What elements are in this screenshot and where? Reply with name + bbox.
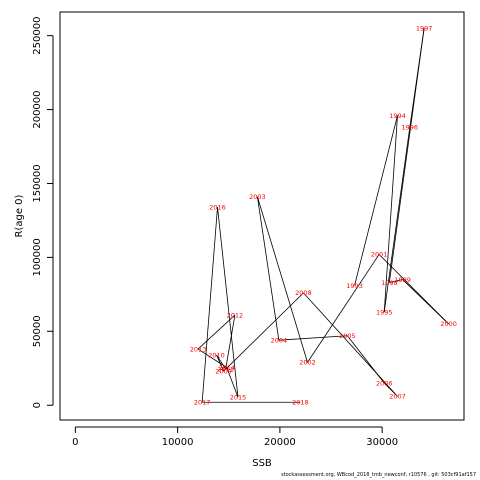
segment-1993-1994 (354, 115, 398, 286)
segment-1997-1998 (388, 28, 425, 283)
segment-2011-2012 (225, 314, 236, 370)
year-label-2002: 2002 (299, 359, 316, 367)
segment-2000-2001 (378, 254, 449, 325)
year-label-2007: 2007 (389, 393, 406, 401)
year-label-2009: 2009 (215, 368, 232, 376)
segment-2001-2002 (307, 254, 380, 363)
segment-2007-2008 (303, 292, 398, 397)
year-label-2004: 2004 (271, 336, 288, 344)
year-label-2010: 2010 (208, 351, 225, 359)
segment-1994-1995 (383, 115, 398, 313)
year-label-2003: 2003 (249, 193, 266, 201)
y-tick-label: 200000 (32, 90, 43, 128)
y-tick-label: 250000 (32, 17, 43, 55)
year-label-2006: 2006 (376, 379, 393, 387)
segment-1998-1999 (389, 279, 403, 283)
y-axis-title: R(age 0) (14, 194, 25, 237)
year-label-1994: 1994 (389, 112, 406, 120)
year-label-2005: 2005 (339, 332, 356, 340)
segment-2003-2004 (257, 196, 280, 341)
year-label-2012: 2012 (227, 311, 244, 319)
segment-2002-2003 (257, 196, 308, 363)
plot-frame (59, 11, 465, 421)
segment-2012-2013 (197, 314, 236, 350)
year-label-2013: 2013 (190, 345, 207, 353)
year-label-1999: 1999 (394, 276, 411, 284)
x-tick-label: 0 (72, 437, 78, 448)
year-label-2001: 2001 (371, 251, 388, 259)
x-tick-label: 20000 (264, 437, 296, 448)
year-label-1997: 1997 (416, 25, 433, 33)
y-tick-label: 150000 (32, 164, 43, 202)
y-tick-label: 50000 (32, 315, 43, 347)
x-axis: 0 10000 20000 30000 (72, 426, 398, 448)
year-label-1996: 1996 (402, 124, 419, 132)
footnote: stockassessment.org, WBcod_2018_tmb_newc… (281, 472, 476, 478)
segment-2008-2009 (223, 292, 304, 372)
year-label-2015: 2015 (230, 393, 247, 401)
y-axis: 0 50000 100000 150000 200000 250000 (32, 17, 54, 408)
year-label-1993: 1993 (346, 282, 363, 290)
segment-1995-1996 (383, 127, 411, 313)
x-tick-label: 30000 (366, 437, 398, 448)
year-label-1998: 1998 (381, 279, 398, 287)
x-tick-label: 10000 (162, 437, 194, 448)
year-label-1995: 1995 (376, 308, 393, 316)
year-label-2018: 2018 (292, 399, 309, 407)
segment-2016-2017 (201, 207, 218, 403)
segment-2014-2015 (226, 367, 239, 398)
year-label-2017: 2017 (194, 399, 211, 407)
year-label-2000: 2000 (440, 320, 457, 328)
year-label-2011: 2011 (217, 365, 234, 373)
x-axis-title: SSB (252, 458, 272, 469)
segment-2004-2005 (278, 335, 348, 341)
segment-2010-2011 (216, 354, 227, 370)
segment-2013-2014 (197, 348, 227, 368)
year-label-2016: 2016 (209, 203, 226, 211)
year-label-2008: 2008 (295, 289, 312, 297)
y-tick-label: 0 (32, 402, 43, 408)
trajectory-lines (197, 28, 449, 403)
y-tick-label: 100000 (32, 238, 43, 276)
segment-2015-2016 (217, 207, 239, 398)
year-label-2014: 2014 (218, 364, 235, 372)
